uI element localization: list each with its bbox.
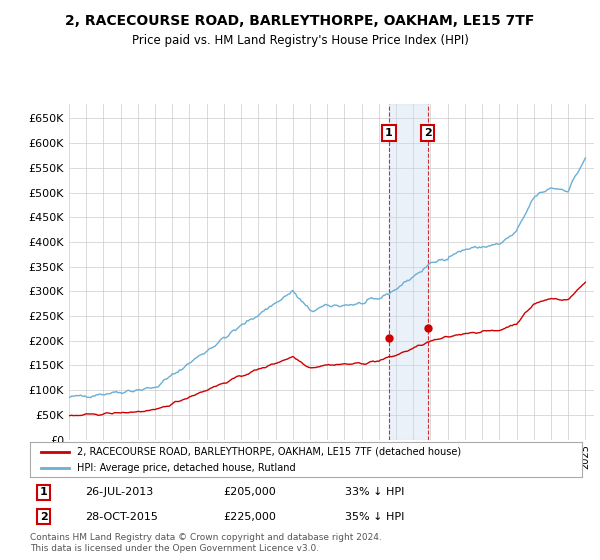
Text: 26-JUL-2013: 26-JUL-2013 xyxy=(85,487,154,497)
Text: 33% ↓ HPI: 33% ↓ HPI xyxy=(344,487,404,497)
Text: Price paid vs. HM Land Registry's House Price Index (HPI): Price paid vs. HM Land Registry's House … xyxy=(131,34,469,46)
Text: 1: 1 xyxy=(40,487,47,497)
Text: Contains HM Land Registry data © Crown copyright and database right 2024.: Contains HM Land Registry data © Crown c… xyxy=(30,533,382,542)
Text: 2, RACECOURSE ROAD, BARLEYTHORPE, OAKHAM, LE15 7TF (detached house): 2, RACECOURSE ROAD, BARLEYTHORPE, OAKHAM… xyxy=(77,447,461,457)
Text: 2: 2 xyxy=(424,128,431,138)
Text: HPI: Average price, detached house, Rutland: HPI: Average price, detached house, Rutl… xyxy=(77,463,296,473)
Text: 2, RACECOURSE ROAD, BARLEYTHORPE, OAKHAM, LE15 7TF: 2, RACECOURSE ROAD, BARLEYTHORPE, OAKHAM… xyxy=(65,14,535,28)
Text: £225,000: £225,000 xyxy=(223,512,276,521)
Text: 1: 1 xyxy=(385,128,393,138)
Text: This data is licensed under the Open Government Licence v3.0.: This data is licensed under the Open Gov… xyxy=(30,544,319,553)
Text: 2: 2 xyxy=(40,512,47,521)
Text: 35% ↓ HPI: 35% ↓ HPI xyxy=(344,512,404,521)
Text: £205,000: £205,000 xyxy=(223,487,276,497)
Text: 28-OCT-2015: 28-OCT-2015 xyxy=(85,512,158,521)
Bar xyxy=(389,104,428,440)
